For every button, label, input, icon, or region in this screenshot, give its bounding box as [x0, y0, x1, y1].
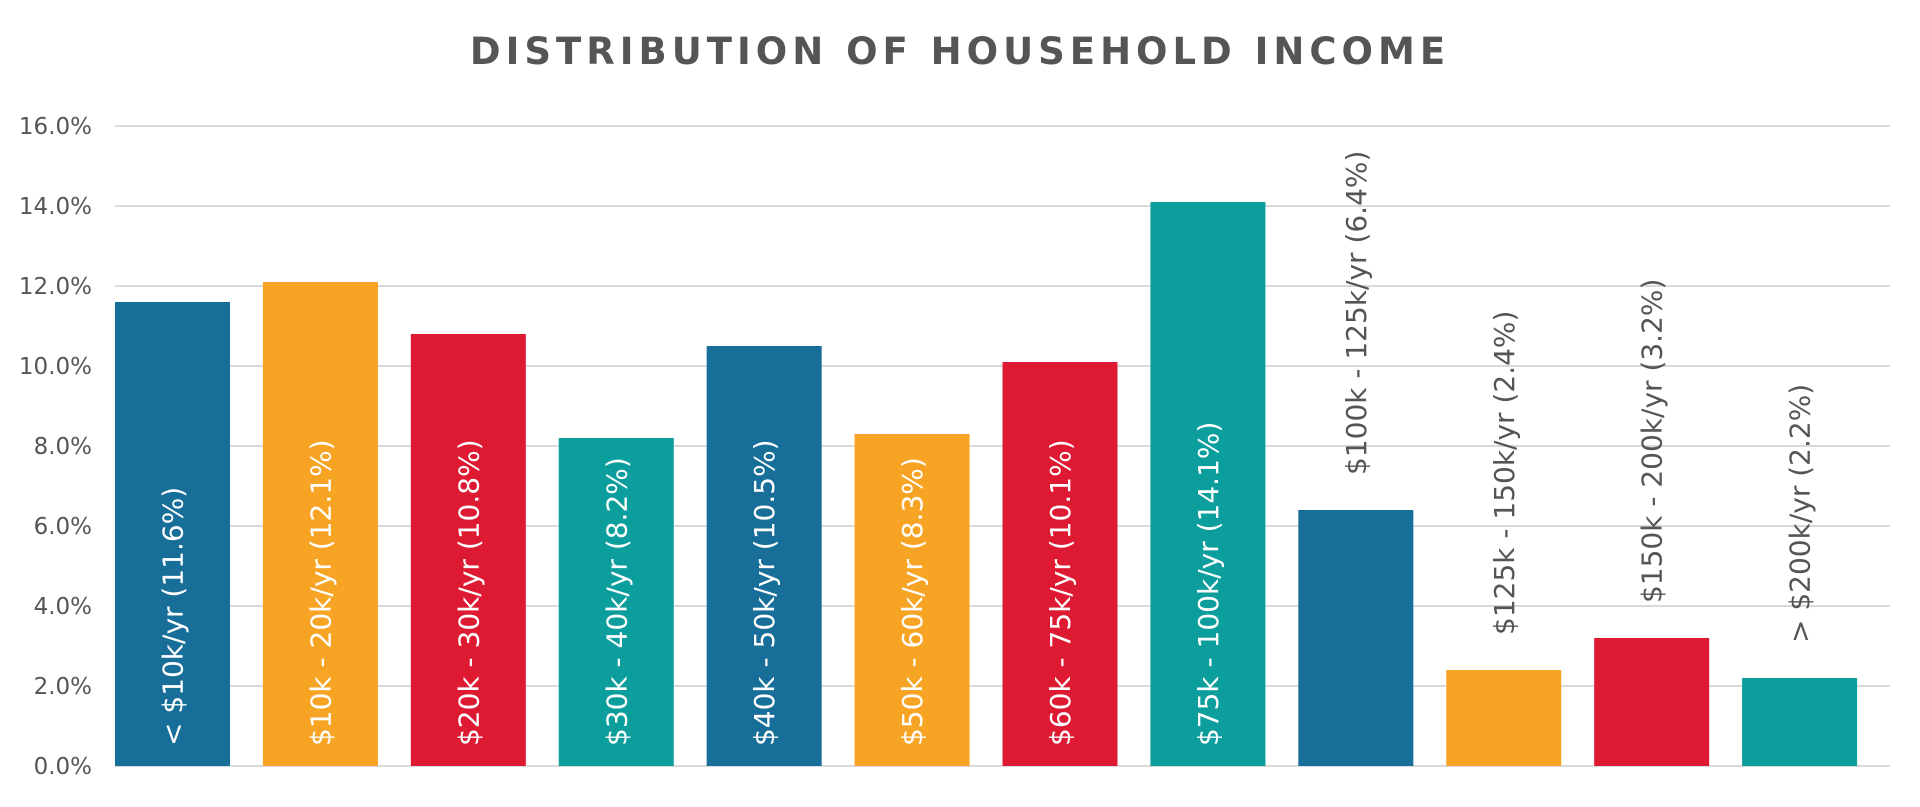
bar	[410, 334, 526, 766]
bar-label: $30k - 40k/yr (8.2%)	[600, 457, 633, 746]
chart-title: DISTRIBUTION OF HOUSEHOLD INCOME	[469, 30, 1451, 73]
bar-label: $10k - 20k/yr (12.1%)	[304, 439, 337, 746]
bar	[1594, 638, 1710, 766]
y-tick-label: 8.0%	[34, 434, 92, 460]
bar	[1150, 202, 1266, 766]
bar	[1742, 678, 1858, 766]
y-tick-label: 16.0%	[19, 114, 92, 140]
bar-label: $100k - 125k/yr (6.4%)	[1340, 151, 1373, 475]
y-tick-label: 14.0%	[19, 194, 92, 220]
bar-label: $60k - 75k/yr (10.1%)	[1044, 439, 1077, 746]
y-axis: 0.0% 2.0% 4.0% 6.0% 8.0% 10.0% 12.0% 14.0% 16.0%	[19, 114, 92, 780]
bar-labels: < $10k/yr (11.6%) $10k - 20k/yr (12.1%) $2…	[157, 151, 1817, 746]
bar	[706, 346, 822, 766]
bar	[262, 282, 378, 766]
bar	[115, 302, 230, 766]
bar-label: $50k - 60k/yr (8.3%)	[896, 457, 929, 746]
bar-label: < $10k/yr (11.6%)	[157, 487, 190, 746]
y-tick-label: 12.0%	[19, 274, 92, 300]
bar-label: $20k - 30k/yr (10.8%)	[452, 439, 485, 746]
y-tick-label: 2.0%	[34, 674, 92, 700]
y-tick-label: 6.0%	[34, 514, 92, 540]
bar	[558, 438, 674, 766]
y-tick-label: 0.0%	[34, 754, 92, 780]
bar-label: $150k - 200k/yr (3.2%)	[1636, 279, 1669, 603]
y-tick-label: 4.0%	[34, 594, 92, 620]
bar-label: > $200k/yr (2.2%)	[1784, 384, 1817, 643]
bar	[1446, 670, 1562, 766]
bar	[1298, 510, 1414, 766]
bar-label: $40k - 50k/yr (10.5%)	[748, 439, 781, 746]
bars	[115, 202, 1858, 766]
bar-label: $75k - 100k/yr (14.1%)	[1192, 422, 1225, 746]
bar	[1002, 362, 1118, 766]
bar-label: $125k - 150k/yr (2.4%)	[1488, 311, 1521, 635]
y-tick-label: 10.0%	[19, 354, 92, 380]
bar	[854, 434, 970, 766]
